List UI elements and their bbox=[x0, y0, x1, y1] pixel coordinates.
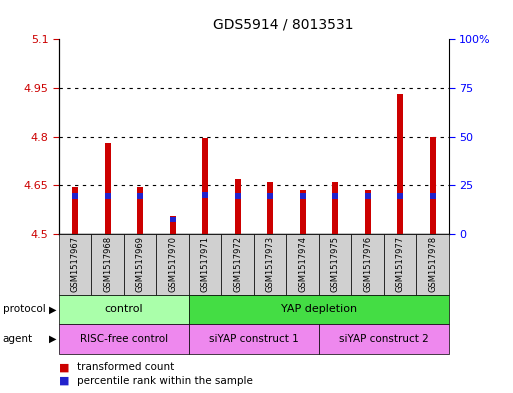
Text: GSM1517978: GSM1517978 bbox=[428, 236, 437, 292]
Text: protocol: protocol bbox=[3, 305, 45, 314]
Text: siYAP construct 1: siYAP construct 1 bbox=[209, 334, 299, 344]
Text: GSM1517975: GSM1517975 bbox=[331, 236, 340, 292]
Bar bbox=[267, 193, 273, 199]
Bar bbox=[365, 190, 370, 234]
Bar bbox=[267, 182, 273, 234]
Bar bbox=[105, 193, 111, 199]
Text: RISC-free control: RISC-free control bbox=[80, 334, 168, 344]
Bar bbox=[202, 138, 208, 234]
Text: agent: agent bbox=[3, 334, 33, 344]
Bar bbox=[430, 193, 436, 199]
Bar bbox=[397, 193, 403, 199]
Text: percentile rank within the sample: percentile rank within the sample bbox=[77, 376, 253, 386]
Bar bbox=[137, 193, 143, 199]
Text: GSM1517973: GSM1517973 bbox=[266, 236, 274, 292]
Bar bbox=[397, 94, 403, 234]
Text: ■: ■ bbox=[59, 362, 69, 372]
Bar bbox=[72, 193, 78, 199]
Bar bbox=[430, 137, 436, 234]
Bar bbox=[170, 216, 175, 234]
Bar bbox=[235, 193, 241, 199]
Text: GSM1517977: GSM1517977 bbox=[396, 236, 405, 292]
Bar bbox=[365, 193, 370, 199]
Text: GSM1517976: GSM1517976 bbox=[363, 236, 372, 292]
Text: GSM1517970: GSM1517970 bbox=[168, 236, 177, 292]
Text: ▶: ▶ bbox=[49, 305, 56, 314]
Text: transformed count: transformed count bbox=[77, 362, 174, 372]
Text: GDS5914 / 8013531: GDS5914 / 8013531 bbox=[213, 17, 353, 31]
Text: GSM1517971: GSM1517971 bbox=[201, 236, 210, 292]
Bar bbox=[202, 192, 208, 198]
Bar bbox=[300, 193, 306, 199]
Bar bbox=[300, 190, 306, 234]
Bar bbox=[105, 143, 111, 234]
Text: GSM1517972: GSM1517972 bbox=[233, 236, 242, 292]
Bar bbox=[72, 187, 78, 234]
Text: GSM1517969: GSM1517969 bbox=[136, 236, 145, 292]
Bar bbox=[332, 193, 338, 199]
Text: GSM1517968: GSM1517968 bbox=[103, 236, 112, 292]
Text: ■: ■ bbox=[59, 376, 69, 386]
Bar bbox=[235, 179, 241, 234]
Text: YAP depletion: YAP depletion bbox=[281, 305, 357, 314]
Text: control: control bbox=[105, 305, 143, 314]
Bar bbox=[170, 217, 175, 222]
Bar bbox=[332, 182, 338, 234]
Text: ▶: ▶ bbox=[49, 334, 56, 344]
Text: GSM1517967: GSM1517967 bbox=[71, 236, 80, 292]
Bar bbox=[137, 187, 143, 234]
Text: GSM1517974: GSM1517974 bbox=[298, 236, 307, 292]
Text: siYAP construct 2: siYAP construct 2 bbox=[339, 334, 429, 344]
